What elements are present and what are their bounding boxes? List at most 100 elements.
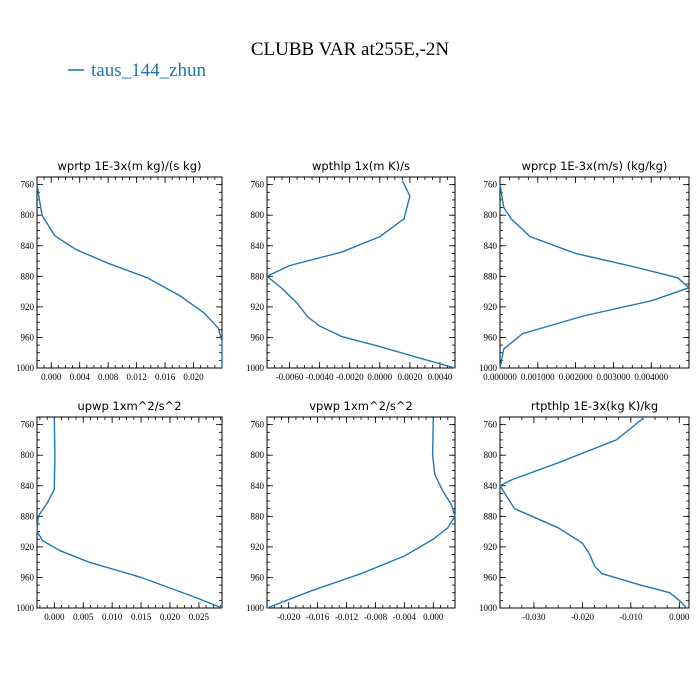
x-tick-label: 0.001000 <box>521 372 555 382</box>
series-line <box>265 180 456 369</box>
x-tick-label: 0.020 <box>183 372 204 382</box>
x-tick-label: 0.020 <box>160 612 181 622</box>
x-tick-label: 0.000 <box>669 612 690 622</box>
x-tick-label: -0.0060 <box>276 372 304 382</box>
x-tick-label: -0.020 <box>571 612 595 622</box>
y-tick-label: 760 <box>21 180 35 190</box>
series-line <box>36 184 223 368</box>
y-tick-label: 960 <box>251 332 265 342</box>
y-tick-label: 920 <box>251 302 265 312</box>
y-tick-label: 800 <box>484 450 498 460</box>
y-tick-label: 800 <box>21 450 35 460</box>
y-tick-label: 760 <box>484 180 498 190</box>
y-tick-label: 920 <box>484 542 498 552</box>
series-line <box>498 417 688 609</box>
figure-title: CLUBB VAR at255E,-2N <box>251 39 450 60</box>
panel-5: vpwp 1xm^2/s^2 760 800 840 880 920 960 1000 -0.0… <box>246 399 456 622</box>
series-line <box>36 418 223 609</box>
panel-1: wprtp 1E-3x(m kg)/(s kg) 760 800 840 880 920 9… <box>16 159 223 382</box>
x-tick-label: 0.000 <box>44 612 65 622</box>
y-tick-label: 960 <box>484 332 498 342</box>
x-tick-label: 0.002000 <box>559 372 593 382</box>
y-tick-label: 1000 <box>246 603 265 613</box>
x-tick-label: 0.015 <box>131 612 152 622</box>
y-tick-label: 760 <box>251 180 265 190</box>
y-tick-label: 760 <box>21 420 35 430</box>
x-tick-label: -0.016 <box>306 612 330 622</box>
x-tick-label: 0.008 <box>98 372 119 382</box>
y-tick-label: 800 <box>251 210 265 220</box>
series-line <box>499 184 691 369</box>
y-tick-label: 1000 <box>479 603 498 613</box>
plot-frame <box>266 416 456 609</box>
x-tick-label: 0.004 <box>70 372 91 382</box>
y-tick-label: 800 <box>251 450 265 460</box>
panel-3: wprcp 1E-3x(m/s) (kg/kg) 760 800 840 880 920 9… <box>479 159 691 382</box>
panels: wprtp 1E-3x(m kg)/(s kg) 760 800 840 880 920 9… <box>16 159 691 622</box>
panel-title: upwp 1xm^2/s^2 <box>77 399 181 413</box>
y-tick-label: 880 <box>21 271 35 281</box>
panel-title: vpwp 1xm^2/s^2 <box>309 399 413 413</box>
panel-title: rtpthlp 1E-3x(kg K)/kg <box>531 399 658 413</box>
panel-title: wprtp 1E-3x(m kg)/(s kg) <box>58 159 202 173</box>
y-tick-label: 1000 <box>16 603 35 613</box>
y-tick-label: 960 <box>21 332 35 342</box>
x-tick-label: -0.020 <box>277 612 301 622</box>
y-tick-label: 1000 <box>479 363 498 373</box>
y-tick-label: 840 <box>484 241 498 251</box>
panel-6: rtpthlp 1E-3x(kg K)/kg 760 800 840 880 920 960… <box>479 399 690 622</box>
plot-frame <box>499 416 690 609</box>
y-tick-label: 800 <box>484 210 498 220</box>
y-tick-label: 840 <box>251 241 265 251</box>
x-tick-label: -0.010 <box>619 612 643 622</box>
x-tick-label: 0.010 <box>102 612 123 622</box>
plot-frame <box>266 176 456 369</box>
x-tick-label: 0.000000 <box>483 372 517 382</box>
x-tick-label: 0.016 <box>155 372 176 382</box>
x-tick-label: 0.000 <box>423 612 444 622</box>
x-tick-label: -0.0040 <box>306 372 334 382</box>
x-tick-label: 0.005 <box>73 612 94 622</box>
y-tick-label: 760 <box>251 420 265 430</box>
x-tick-label: 0.000 <box>41 372 62 382</box>
plot-frame <box>36 176 223 369</box>
x-tick-label: -0.012 <box>335 612 358 622</box>
panel-title: wprcp 1E-3x(m/s) (kg/kg) <box>522 159 668 173</box>
plot-frame <box>36 416 223 609</box>
y-tick-label: 960 <box>21 572 35 582</box>
y-tick-label: 920 <box>21 542 35 552</box>
legend: taus_144_zhun <box>68 60 207 81</box>
y-tick-label: 920 <box>484 302 498 312</box>
y-tick-label: 840 <box>21 481 35 491</box>
y-tick-label: 880 <box>484 271 498 281</box>
series-line <box>266 418 456 609</box>
y-tick-label: 920 <box>251 542 265 552</box>
y-tick-label: 880 <box>251 511 265 521</box>
y-tick-label: 960 <box>484 572 498 582</box>
x-tick-label: 0.012 <box>126 372 146 382</box>
x-tick-label: -0.008 <box>364 612 388 622</box>
plot-frame <box>499 176 690 369</box>
y-tick-label: 840 <box>484 481 498 491</box>
y-tick-label: 920 <box>21 302 35 312</box>
x-tick-label: 0.0000 <box>367 372 392 382</box>
x-tick-label: -0.030 <box>522 612 546 622</box>
legend-label: taus_144_zhun <box>91 60 207 81</box>
y-tick-label: 880 <box>251 271 265 281</box>
x-tick-label: 0.003000 <box>597 372 631 382</box>
panel-title: wpthlp 1x(m K)/s <box>312 159 410 173</box>
y-tick-label: 840 <box>21 241 35 251</box>
x-tick-label: 0.0040 <box>428 372 453 382</box>
y-tick-label: 880 <box>484 511 498 521</box>
panel-4: upwp 1xm^2/s^2 760 800 840 880 920 960 1000 0.00… <box>16 399 223 622</box>
y-tick-label: 800 <box>21 210 35 220</box>
y-tick-label: 760 <box>484 420 498 430</box>
y-tick-label: 1000 <box>246 363 265 373</box>
y-tick-label: 960 <box>251 572 265 582</box>
x-tick-label: -0.004 <box>393 612 417 622</box>
y-tick-label: 1000 <box>16 363 35 373</box>
x-tick-label: 0.004000 <box>634 372 668 382</box>
x-tick-label: -0.0020 <box>336 372 364 382</box>
y-tick-label: 880 <box>21 511 35 521</box>
